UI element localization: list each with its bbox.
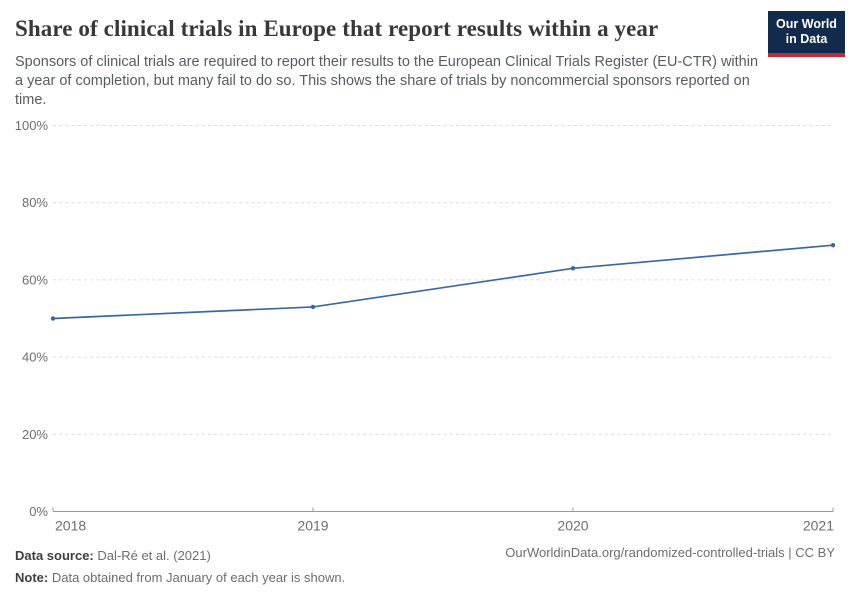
footer-link[interactable]: OurWorldinData.org/randomized-controlled… <box>505 545 835 560</box>
y-tick-label: 100% <box>15 118 49 133</box>
series-line <box>52 244 834 320</box>
note-label: Note: <box>15 570 49 585</box>
x-tick-label: 2019 <box>297 518 328 534</box>
y-tick-label: 0% <box>29 504 48 519</box>
footer-left: Data source: Dal-Ré et al. (2021) Note: … <box>15 545 345 589</box>
chart-subtitle: Sponsors of clinical trials are required… <box>15 54 759 108</box>
note-value: Data obtained from January of each year … <box>51 570 346 585</box>
data-point <box>50 316 56 321</box>
y-tick-label: 20% <box>22 427 48 442</box>
page-title: Share of clinical trials in Europe that … <box>15 16 659 41</box>
line-chart: 0% 20% 40% 60% 80% 100% 2018 2019 2020 2021 <box>15 118 836 534</box>
owid-logo: Our World in Data <box>768 11 845 57</box>
note-line: Note: Data obtained from January of each… <box>15 567 345 589</box>
data-source-line: Data source: Dal-Ré et al. (2021) <box>15 545 345 567</box>
logo-line2: in Data <box>785 32 828 47</box>
data-point <box>830 242 836 248</box>
data-point <box>570 266 576 271</box>
x-tick-label: 2021 <box>803 518 834 534</box>
y-tick-label: 60% <box>22 272 48 287</box>
y-tick-label: 80% <box>22 195 48 210</box>
x-tick-label: 2018 <box>55 518 86 534</box>
data-point <box>310 304 316 310</box>
data-source-value: Dal-Ré et al. (2021) <box>97 548 211 563</box>
logo-line1: Our World <box>776 17 837 31</box>
x-tick-label: 2020 <box>557 518 588 534</box>
y-tick-label: 40% <box>22 350 48 365</box>
data-source-label: Data source: <box>15 548 94 563</box>
